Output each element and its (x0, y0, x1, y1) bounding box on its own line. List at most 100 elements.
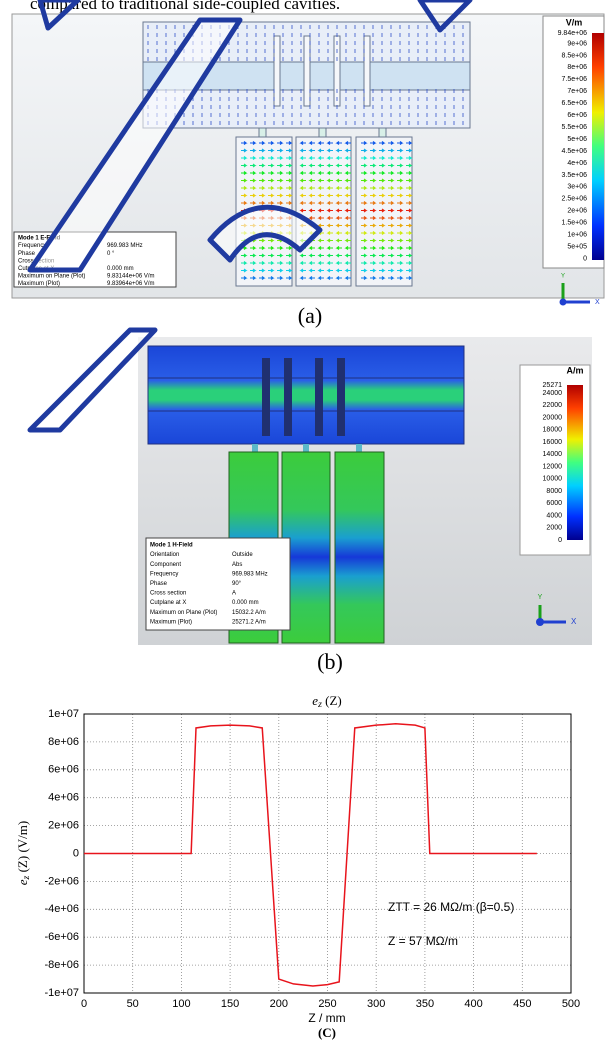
colorbar-label: 16000 (543, 439, 563, 446)
arrow (344, 238, 351, 243)
arrow (379, 261, 386, 265)
arrow (268, 201, 275, 205)
info-label: Frequency (150, 571, 178, 577)
arrow (388, 156, 395, 160)
arrow (361, 141, 368, 145)
info-label: Orientation (150, 552, 179, 558)
arrow (250, 148, 257, 153)
info-label: Phase (150, 581, 168, 587)
arrow (379, 156, 386, 160)
arrow (388, 163, 395, 168)
arrow (326, 193, 333, 198)
slot (315, 358, 323, 436)
arrow (370, 201, 377, 205)
colorbar-label: 0 (558, 537, 562, 544)
y-tick-label: 8e+06 (48, 736, 79, 748)
arrow (406, 186, 413, 190)
arrow (370, 268, 377, 273)
arrow (361, 148, 368, 153)
arrow (286, 156, 293, 160)
arrow (308, 201, 315, 205)
arrow (286, 201, 293, 205)
arrow (361, 223, 368, 228)
label-part: e (15, 879, 30, 885)
arrow (388, 141, 395, 145)
arrow (308, 253, 315, 258)
arrow (268, 193, 275, 198)
x-tick-label: 400 (464, 998, 482, 1010)
info-value: Abs (232, 562, 242, 568)
arrow (388, 216, 395, 220)
arrow (277, 253, 284, 258)
arrow (344, 178, 351, 183)
info-label: Maximum on Plane (Plot) (18, 274, 85, 280)
arrow (344, 148, 351, 153)
arrow (250, 171, 257, 175)
arrow (335, 148, 342, 153)
arrow (259, 186, 266, 190)
arrow (370, 216, 377, 220)
arrow (370, 178, 377, 183)
arrow (299, 201, 306, 205)
x-tick-label: 200 (270, 998, 288, 1010)
coupler (303, 444, 309, 452)
y-tick-label: -2e+06 (44, 875, 79, 887)
arrow (241, 178, 248, 183)
colorbar-label: 2e+06 (567, 208, 587, 215)
arrow (335, 246, 342, 250)
arrow (379, 253, 386, 258)
colorbar-label: 14000 (543, 451, 563, 458)
colorbar-label: 5.5e+06 (562, 124, 588, 131)
arrow (308, 216, 315, 220)
arrow (370, 246, 377, 250)
arrow (379, 193, 386, 198)
arrow (259, 141, 266, 145)
arrow (370, 223, 377, 228)
arrow (335, 253, 342, 258)
slot (363, 35, 371, 107)
arrow (361, 178, 368, 183)
arrow (317, 261, 324, 265)
arrow (277, 201, 284, 205)
arrow (250, 201, 257, 205)
colorbar-label: 2.5e+06 (562, 196, 588, 203)
info-box (145, 537, 291, 631)
arrow (379, 246, 386, 250)
arrow (388, 246, 395, 250)
arrow (335, 208, 342, 213)
arrow (388, 238, 395, 243)
arrow (250, 253, 257, 258)
label-part: (Z) (V/m) (15, 821, 30, 876)
arrow (308, 261, 315, 265)
colorbar-label: 1e+06 (567, 232, 587, 239)
arrow (406, 253, 413, 258)
arrow (397, 246, 404, 250)
arrow (268, 238, 275, 243)
arrow (326, 208, 333, 213)
label: ez (Z) (V/m) (15, 821, 32, 885)
axis-label: X (571, 617, 577, 626)
slot (273, 35, 281, 107)
arrow (388, 193, 395, 198)
y-tick-label: 0 (73, 847, 79, 859)
arrow (379, 141, 386, 145)
colorbar-label: 6.5e+06 (562, 100, 588, 107)
arrow (250, 268, 257, 273)
arrow (344, 276, 351, 280)
arrow (317, 276, 324, 280)
arrow (388, 178, 395, 183)
arrow (317, 201, 324, 205)
arrow (406, 261, 413, 265)
arrow (397, 223, 404, 228)
arrow (326, 223, 333, 228)
colorbar-label: 9.84e+06 (558, 30, 587, 37)
colorbar-label: 12000 (543, 463, 563, 470)
arrow (370, 171, 377, 175)
label: ez (Z) (312, 693, 341, 710)
arrow (379, 238, 386, 243)
arrow (268, 148, 275, 153)
arrow (370, 231, 377, 235)
info-value: 9.83144e+06 V/m (107, 274, 155, 280)
